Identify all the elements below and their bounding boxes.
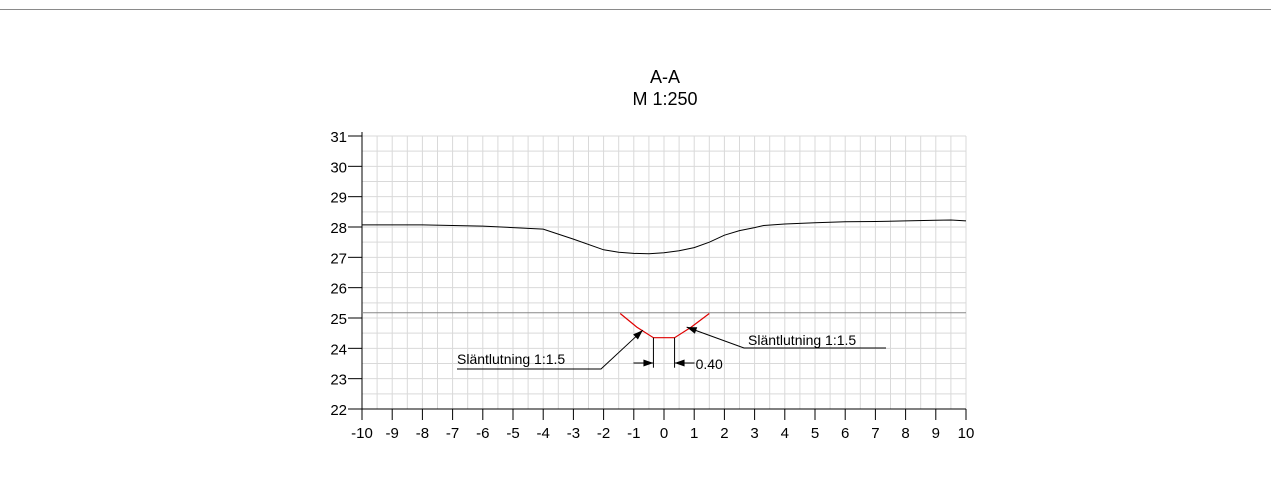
x-tick-label: 0	[660, 425, 668, 442]
x-tick-label: -5	[506, 425, 519, 442]
x-tick-label: -9	[386, 425, 399, 442]
x-tick-label: 3	[750, 425, 758, 442]
y-tick-label: 28	[330, 220, 347, 237]
x-tick-label: 7	[871, 425, 879, 442]
x-tick-label: -4	[537, 425, 550, 442]
annotation-slope-left: Släntlutning 1:1.5	[457, 351, 565, 367]
y-tick-label: 24	[330, 341, 347, 358]
y-tick-label: 23	[330, 372, 347, 389]
y-tick-label: 31	[330, 129, 347, 146]
x-tick-label: 9	[932, 425, 940, 442]
x-tick-label: 5	[811, 425, 819, 442]
annotation-width: 0.40	[696, 356, 723, 372]
x-tick-label: -6	[476, 425, 489, 442]
y-tick-label: 22	[330, 402, 347, 419]
x-tick-label: -10	[351, 425, 373, 442]
x-tick-label: -1	[627, 425, 640, 442]
y-tick-label: 26	[330, 281, 347, 298]
annotation-slope-right: Släntlutning 1:1.5	[748, 332, 856, 348]
annotations: Släntlutning 1:1.5 Släntlutning 1:1.5 0.…	[457, 327, 886, 372]
x-tick-label: 6	[841, 425, 849, 442]
x-tick-label: 4	[781, 425, 789, 442]
x-tick-label: -2	[597, 425, 610, 442]
y-tick-label: 27	[330, 250, 347, 267]
y-tick-label: 25	[330, 311, 347, 328]
x-tick-label: 1	[690, 425, 698, 442]
y-tick-label: 30	[330, 159, 347, 176]
x-tick-label: -3	[567, 425, 580, 442]
x-tick-label: -8	[416, 425, 429, 442]
y-tick-label: 29	[330, 190, 347, 207]
grid	[362, 136, 966, 409]
x-tick-label: 8	[901, 425, 909, 442]
x-tick-label: 2	[720, 425, 728, 442]
x-tick-label: -7	[446, 425, 459, 442]
x-tick-label: 10	[958, 425, 975, 442]
